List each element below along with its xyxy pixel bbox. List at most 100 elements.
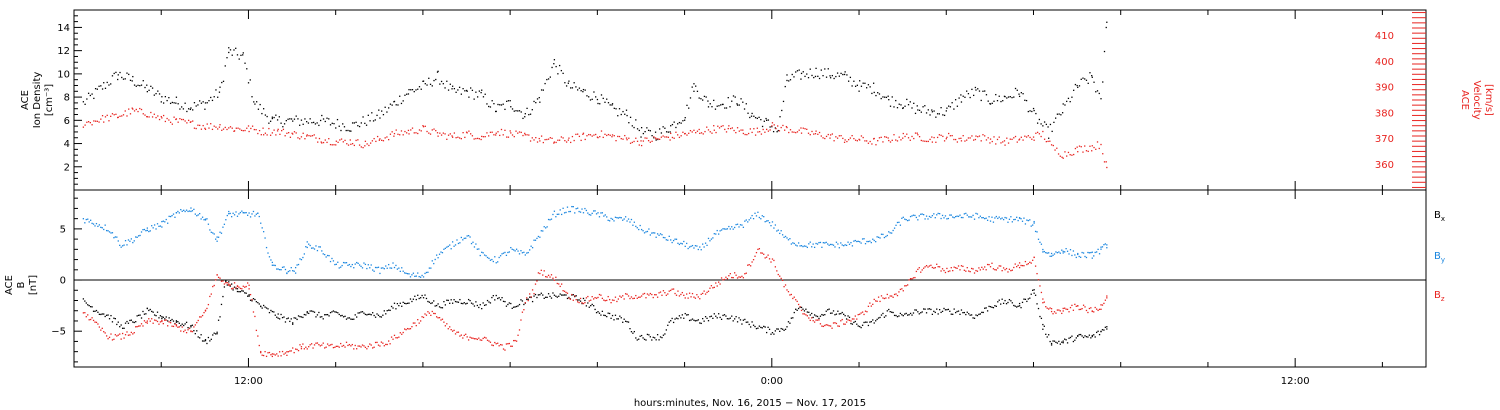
- velocity-point: [292, 133, 294, 135]
- bx-point: [539, 294, 541, 296]
- by-point: [720, 229, 723, 231]
- density-point: [974, 86, 977, 89]
- b-axis-label-line-3: [nT]: [28, 275, 39, 295]
- velocity-point: [340, 138, 343, 140]
- bz-point: [161, 320, 163, 323]
- velocity-point: [629, 142, 632, 144]
- velocity-point: [591, 135, 593, 137]
- by-point: [917, 219, 919, 221]
- velocity-point: [669, 139, 671, 141]
- velocity-point: [384, 137, 386, 139]
- bz-point: [898, 291, 900, 293]
- density-point: [977, 88, 979, 90]
- bz-point: [120, 338, 122, 340]
- density-point: [129, 79, 132, 81]
- velocity-point: [515, 130, 517, 132]
- density-point: [772, 130, 775, 133]
- bx-point: [885, 315, 887, 317]
- velocity-point: [664, 136, 666, 138]
- density-point: [146, 84, 148, 86]
- density-point: [158, 93, 161, 95]
- by-point: [183, 209, 185, 212]
- velocity-point: [727, 127, 729, 130]
- bx-point: [540, 292, 542, 294]
- density-point: [958, 97, 960, 99]
- by-point: [963, 213, 966, 215]
- by-point: [661, 234, 663, 236]
- by-point: [143, 228, 146, 231]
- by-point: [629, 221, 631, 223]
- by-point: [87, 218, 89, 220]
- bx-point: [901, 314, 903, 316]
- by-point: [729, 228, 731, 230]
- bz-point: [164, 319, 166, 321]
- bx-point: [1036, 303, 1038, 305]
- velocity-point: [558, 139, 561, 141]
- density-point: [720, 104, 722, 106]
- bz-point: [1101, 304, 1104, 306]
- density-point: [1049, 123, 1052, 126]
- by-point: [241, 210, 243, 212]
- bz-point: [479, 339, 481, 341]
- bx-point: [806, 311, 808, 313]
- velocity-point: [1091, 145, 1093, 147]
- bz-point: [216, 274, 218, 276]
- density-point: [219, 86, 221, 88]
- bx-point: [107, 314, 109, 316]
- density-point: [213, 96, 215, 98]
- by-point: [194, 213, 196, 215]
- velocity-point: [654, 137, 657, 139]
- bx-point: [321, 316, 323, 318]
- by-point: [604, 214, 606, 216]
- by-point: [467, 234, 470, 237]
- bz-point: [656, 296, 659, 298]
- bz-point: [1020, 264, 1022, 267]
- by-point: [386, 267, 388, 269]
- by-point: [848, 243, 851, 245]
- density-point: [872, 82, 875, 84]
- bz-point: [606, 299, 608, 302]
- by-point: [1033, 222, 1035, 224]
- density-point: [609, 104, 611, 106]
- velocity-point: [884, 136, 886, 138]
- bz-point: [399, 332, 401, 334]
- density-point: [1042, 125, 1044, 127]
- velocity-point: [922, 140, 924, 142]
- by-point: [624, 216, 627, 218]
- bz-point: [270, 354, 272, 356]
- bz-point: [299, 344, 301, 346]
- density-point: [418, 86, 421, 88]
- by-point: [853, 240, 855, 242]
- density-point: [560, 69, 563, 72]
- bx-point: [614, 314, 617, 316]
- by-point: [675, 238, 678, 240]
- density-point: [89, 94, 92, 97]
- bz-point: [191, 330, 194, 333]
- bx-point: [1048, 334, 1050, 336]
- bx-point: [332, 310, 335, 312]
- bx-point: [470, 302, 473, 304]
- bz-point: [105, 335, 108, 337]
- density-point: [835, 75, 837, 78]
- bx-point: [920, 312, 922, 314]
- bz-point: [414, 322, 416, 324]
- bx-point: [514, 306, 516, 308]
- velocity-point: [744, 133, 746, 136]
- by-point: [837, 243, 839, 245]
- density-point: [182, 108, 185, 110]
- by-point: [225, 219, 227, 221]
- bx-point: [1026, 300, 1028, 303]
- bz-point: [286, 354, 288, 357]
- bx-point: [707, 320, 710, 322]
- velocity-point: [684, 132, 686, 135]
- bx-point: [120, 324, 122, 326]
- bx-point: [577, 299, 579, 301]
- bz-point: [768, 258, 771, 260]
- velocity-point: [709, 131, 711, 133]
- bz-point: [1088, 307, 1091, 310]
- bx-point: [303, 313, 305, 316]
- by-point: [511, 248, 513, 250]
- bz-point: [1077, 305, 1079, 307]
- velocity-point: [540, 135, 543, 137]
- bz-point: [626, 293, 628, 295]
